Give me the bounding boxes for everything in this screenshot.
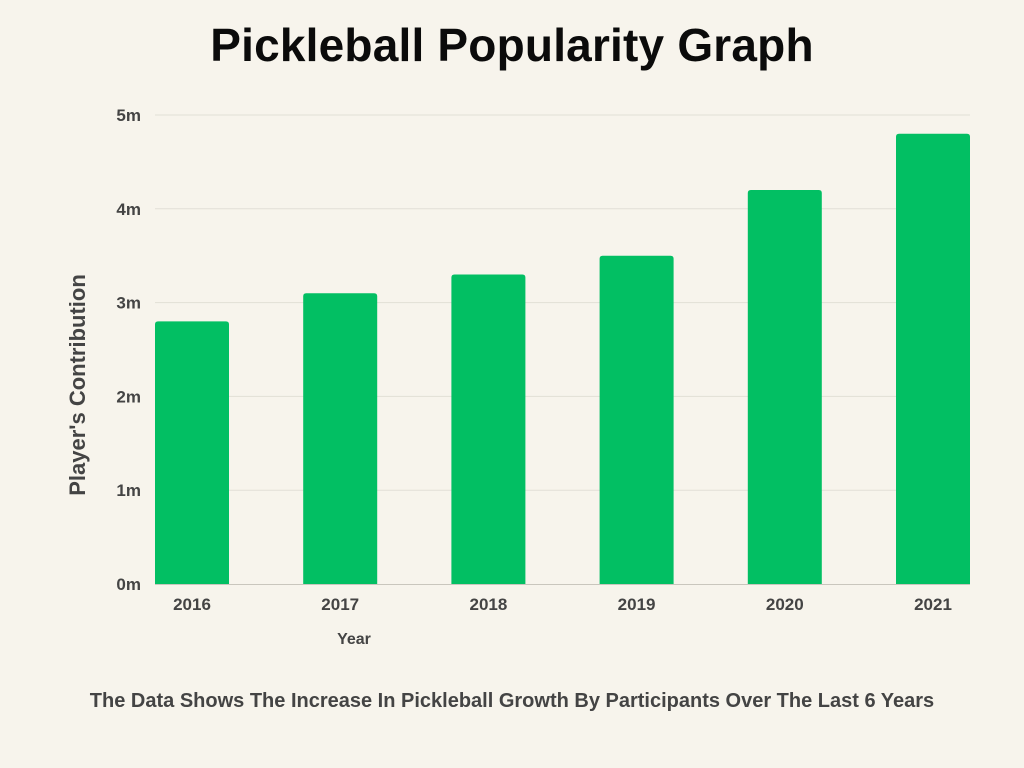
chart-caption: The Data Shows The Increase In Picklebal… xyxy=(89,690,935,712)
bar-2018 xyxy=(451,274,526,584)
bar-2016 xyxy=(155,321,229,584)
y-tick-label: 4m xyxy=(116,200,141,219)
bar-2019 xyxy=(599,255,674,584)
x-tick-label: 2019 xyxy=(618,595,656,614)
y-tick-label: 2m xyxy=(116,387,141,406)
chart-title: Pickleball Popularity Graph xyxy=(210,19,814,71)
x-tick-label: 2018 xyxy=(469,595,507,614)
y-tick-label: 1m xyxy=(116,481,141,500)
y-tick-label: 5m xyxy=(116,106,141,125)
x-axis-ticks: 2016 2017 2018 2019 2020 2021 xyxy=(173,595,952,614)
y-tick-label: 3m xyxy=(116,294,141,313)
bar-2021 xyxy=(896,133,970,584)
x-axis-label: Year xyxy=(337,631,371,648)
bars xyxy=(155,133,970,585)
gridlines xyxy=(155,114,970,491)
y-axis-label: Player's Contribution xyxy=(65,274,90,496)
y-axis-ticks: 0m 1m 2m 3m 4m 5m xyxy=(116,106,141,594)
x-tick-label: 2021 xyxy=(914,595,952,614)
x-tick-label: 2016 xyxy=(173,595,211,614)
x-tick-label: 2020 xyxy=(766,595,804,614)
bar-2020 xyxy=(747,190,822,585)
x-tick-label: 2017 xyxy=(321,595,359,614)
bar-2017 xyxy=(303,293,378,584)
y-tick-label: 0m xyxy=(116,575,141,594)
